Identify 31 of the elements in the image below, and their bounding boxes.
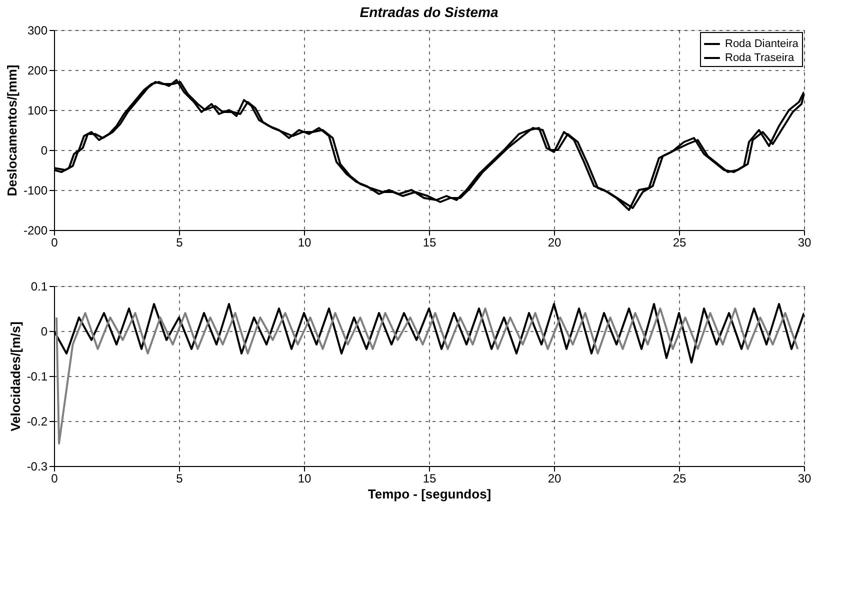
- y-tick-label: -200: [23, 224, 48, 238]
- x-tick-label: 5: [176, 236, 184, 250]
- x-tick-label: 0: [51, 472, 58, 486]
- y-tick-label: -0.1: [26, 370, 48, 384]
- x-tick-label: 10: [298, 236, 312, 250]
- x-tick-label: 0: [51, 236, 58, 250]
- y-tick-label: 0: [40, 144, 48, 158]
- chart-title: Entradas do Sistema: [360, 4, 498, 20]
- y-tick-label: 200: [27, 64, 48, 78]
- x-tick-label: 30: [798, 236, 812, 250]
- y-tick-label: -0.2: [26, 414, 48, 428]
- y-tick-label: 100: [27, 104, 48, 118]
- legend-label: Roda Traseira: [725, 52, 795, 64]
- y-tick-label: 0.1: [30, 280, 48, 294]
- x-tick-label: 20: [548, 236, 562, 250]
- y-tick-label: -0.3: [26, 460, 48, 474]
- y-tick-label: 0: [40, 324, 48, 338]
- x-tick-label: 25: [672, 236, 686, 250]
- x-tick-label: 25: [672, 472, 686, 486]
- y-axis-title: Deslocamentos/[mm]: [4, 64, 20, 196]
- x-tick-label: 20: [548, 472, 562, 486]
- x-tick-label: 15: [422, 236, 436, 250]
- legend-label: Roda Dianteira: [725, 38, 800, 50]
- y-tick-label: -100: [23, 184, 48, 198]
- x-axis-title: Tempo - [segundos]: [368, 486, 492, 502]
- x-tick-label: 5: [176, 472, 184, 486]
- y-tick-label: 300: [27, 24, 48, 38]
- y-axis-title: Velocidades/[m/s]: [8, 322, 23, 432]
- x-tick-label: 15: [422, 472, 436, 486]
- x-tick-label: 10: [298, 472, 312, 486]
- x-tick-label: 30: [798, 472, 812, 486]
